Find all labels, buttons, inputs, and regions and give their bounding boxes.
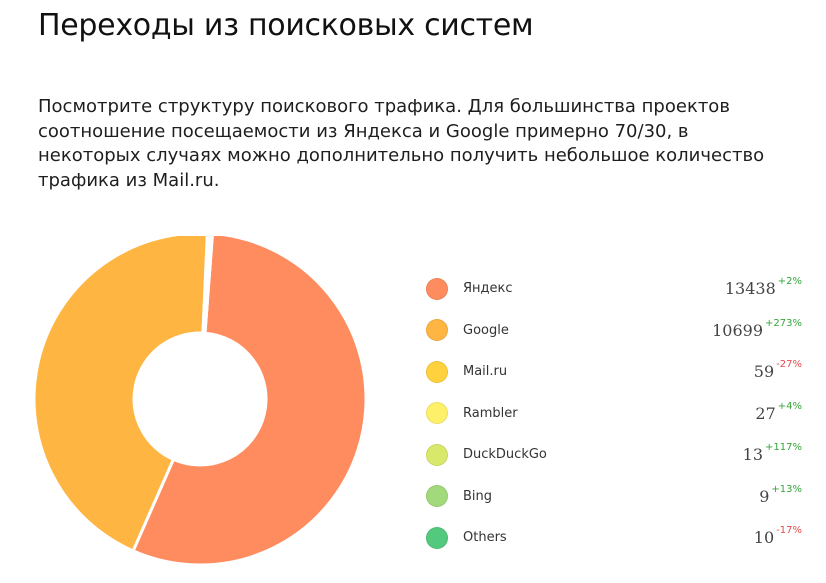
legend-label: Mail.ru xyxy=(463,364,508,380)
donut-slice-0[interactable] xyxy=(131,236,368,567)
legend-swatch xyxy=(426,402,448,425)
legend-label: Google xyxy=(463,322,509,338)
donut-slice-1[interactable] xyxy=(32,236,209,553)
legend-item[interactable]: Google 10699 +273% xyxy=(426,310,802,352)
legend-value-group: 27 +4% xyxy=(755,393,802,435)
legend-value-group: 13 +117% xyxy=(743,434,802,476)
legend-label: Bing xyxy=(463,488,493,504)
legend-value-group: 10699 +273% xyxy=(712,310,802,352)
legend-change: +117% xyxy=(765,442,802,454)
legend-value: 27 xyxy=(755,403,776,423)
legend-value-group: 59 -27% xyxy=(754,351,802,393)
legend-label: Яндекс xyxy=(463,281,513,297)
legend-value: 9 xyxy=(759,486,770,506)
legend-change: +13% xyxy=(771,483,802,495)
legend-change: +2% xyxy=(777,276,802,288)
legend-label: Others xyxy=(463,530,507,546)
legend-change: +273% xyxy=(765,317,802,329)
donut-slice-6[interactable] xyxy=(203,236,214,335)
legend-swatch xyxy=(426,360,448,383)
legend-label: Rambler xyxy=(463,405,518,421)
legend-value-group: 10 -17% xyxy=(754,517,802,559)
legend-label: DuckDuckGo xyxy=(463,447,547,463)
legend-value: 59 xyxy=(753,362,775,382)
legend-value: 10699 xyxy=(712,320,764,340)
legend-item[interactable]: Rambler 27 +4% xyxy=(426,393,802,435)
legend-swatch xyxy=(426,443,448,466)
legend-value: 13 xyxy=(742,445,764,465)
legend-change: -17% xyxy=(776,525,802,537)
legend-item[interactable]: Bing 9 +13% xyxy=(426,476,802,518)
legend-value: 10 xyxy=(753,528,775,548)
legend-change: +4% xyxy=(777,400,802,412)
legend-change: -27% xyxy=(776,359,802,371)
legend-value-group: 13438 +2% xyxy=(725,268,802,310)
legend-item[interactable]: Mail.ru 59 -27% xyxy=(426,351,802,393)
legend-swatch xyxy=(426,485,448,508)
legend-item[interactable]: DuckDuckGo 13 +117% xyxy=(426,434,802,476)
page-title: Переходы из поисковых систем xyxy=(38,8,534,43)
chart-legend: Яндекс 13438 +2% Google 10699 +273% Mail.ru 59-… xyxy=(426,268,802,559)
page-description: Посмотрите структуру поискового трафика.… xyxy=(38,96,765,191)
legend-swatch xyxy=(426,319,448,342)
legend-item[interactable]: Яндекс 13438 +2% xyxy=(426,268,802,310)
legend-value: 13438 xyxy=(724,279,776,299)
traffic-donut-chart xyxy=(32,236,368,567)
legend-item[interactable]: Others 10 -17% xyxy=(426,517,802,559)
legend-swatch xyxy=(426,526,448,549)
legend-value-group: 9 +13% xyxy=(759,476,802,518)
legend-swatch xyxy=(426,277,448,300)
